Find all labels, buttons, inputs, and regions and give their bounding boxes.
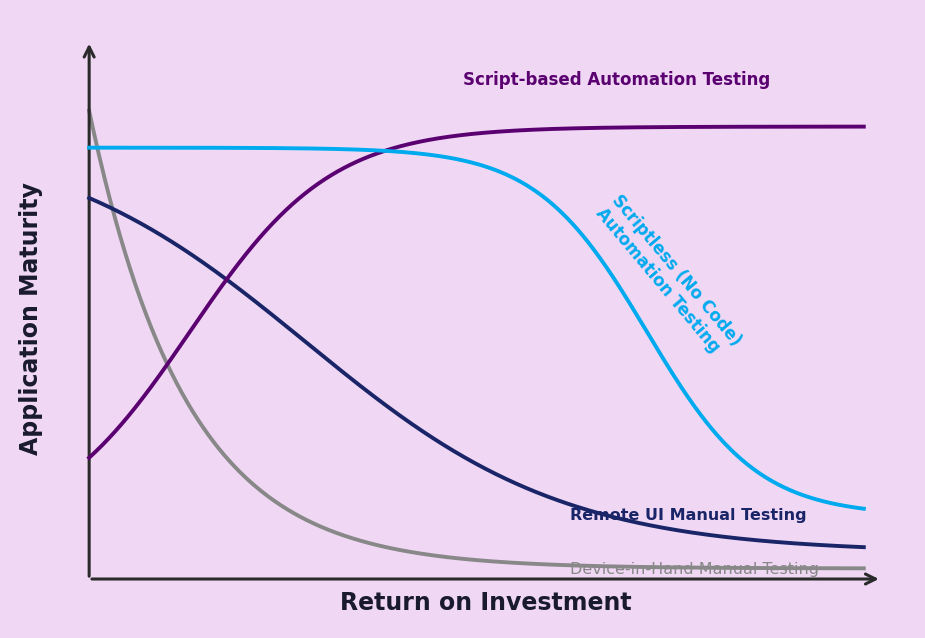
Text: Device-in-Hand Manual Testing: Device-in-Hand Manual Testing — [570, 563, 819, 577]
Text: Scriptless (No Code)
Automation Testing: Scriptless (No Code) Automation Testing — [592, 191, 745, 362]
Text: Remote UI Manual Testing: Remote UI Manual Testing — [570, 508, 807, 523]
Text: Script-based Automation Testing: Script-based Automation Testing — [463, 71, 771, 89]
Text: Application Maturity: Application Maturity — [19, 182, 43, 456]
Text: Return on Investment: Return on Investment — [339, 591, 631, 615]
